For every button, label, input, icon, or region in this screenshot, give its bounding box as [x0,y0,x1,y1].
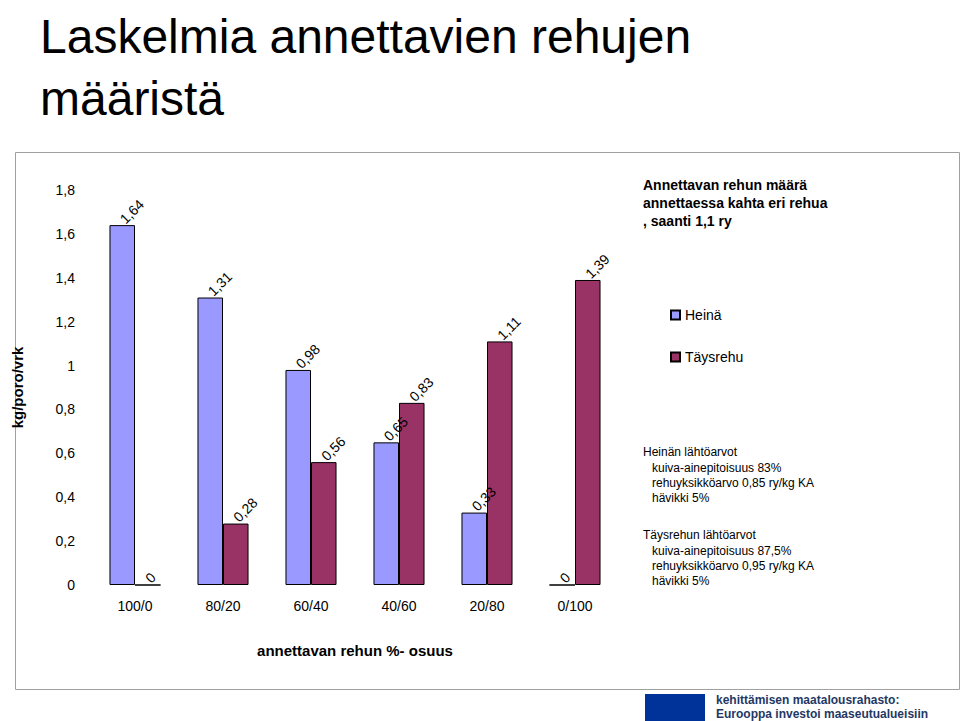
svg-text:1,31: 1,31 [205,268,236,299]
svg-text:20/80: 20/80 [469,598,504,614]
svg-text:1,11: 1,11 [494,313,524,343]
svg-text:Heinän lähtöarvot: Heinän lähtöarvot [643,445,738,459]
svg-text:80/20: 80/20 [205,598,240,614]
svg-text:0,65: 0,65 [381,413,412,444]
svg-text:kg/poro/vrk: kg/poro/vrk [9,346,26,428]
svg-text:0,28: 0,28 [230,494,261,525]
svg-text:0,98: 0,98 [293,341,324,372]
svg-text:annettaessa kahta eri rehua: annettaessa kahta eri rehua [643,195,828,211]
svg-text:, saanti 1,1 ry: , saanti 1,1 ry [643,213,732,229]
svg-text:rehuyksikköarvo 0,95 ry/kg KA: rehuyksikköarvo 0,95 ry/kg KA [652,559,814,573]
svg-text:0,4: 0,4 [56,489,76,505]
svg-text:100/0: 100/0 [117,598,152,614]
svg-text:1,6: 1,6 [56,226,76,242]
svg-text:0,56: 0,56 [318,433,349,464]
svg-text:0,33: 0,33 [469,484,500,515]
svg-text:0,2: 0,2 [56,533,76,549]
svg-text:1,4: 1,4 [56,270,76,286]
svg-text:0: 0 [67,577,75,593]
svg-text:Eurooppa investoi maaseutualue: Eurooppa investoi maaseutualueisiin [716,707,928,721]
svg-text:40/60: 40/60 [381,598,416,614]
svg-text:0: 0 [142,569,159,586]
svg-text:1,2: 1,2 [56,314,76,330]
svg-text:määristä: määristä [40,72,224,125]
svg-text:1,64: 1,64 [117,196,148,227]
svg-text:kuiva-ainepitoisuus 83%: kuiva-ainepitoisuus 83% [652,461,782,475]
svg-text:60/40: 60/40 [293,598,328,614]
svg-text:0,6: 0,6 [56,445,76,461]
svg-text:1,39: 1,39 [582,251,613,282]
svg-text:Annettavan rehun määrä: Annettavan rehun määrä [643,177,811,193]
svg-text:hävikki 5%: hävikki 5% [652,491,710,505]
svg-text:0/100: 0/100 [557,598,592,614]
svg-text:kehittämisen maatalousrahasto:: kehittämisen maatalousrahasto: [716,693,899,707]
svg-text:0,8: 0,8 [56,401,76,417]
svg-text:1: 1 [67,358,75,374]
svg-text:rehuyksikköarvo 0,85 ry/kg KA: rehuyksikköarvo 0,85 ry/kg KA [652,476,814,490]
svg-text:Täysrehun lähtöarvot: Täysrehun lähtöarvot [643,528,756,542]
svg-text:kuiva-ainepitoisuus 87,5%: kuiva-ainepitoisuus 87,5% [652,544,792,558]
svg-text:0,83: 0,83 [406,374,437,405]
svg-text:annettavan rehun %- osuus: annettavan rehun %- osuus [257,642,453,659]
svg-text:0: 0 [557,569,574,586]
svg-text:Laskelmia annettavien rehujen: Laskelmia annettavien rehujen [40,10,704,63]
svg-text:hävikki 5%: hävikki 5% [652,574,710,588]
svg-text:1,8: 1,8 [56,182,76,198]
svg-text:Heinä: Heinä [685,307,722,323]
svg-text:Täysrehu: Täysrehu [685,349,743,365]
